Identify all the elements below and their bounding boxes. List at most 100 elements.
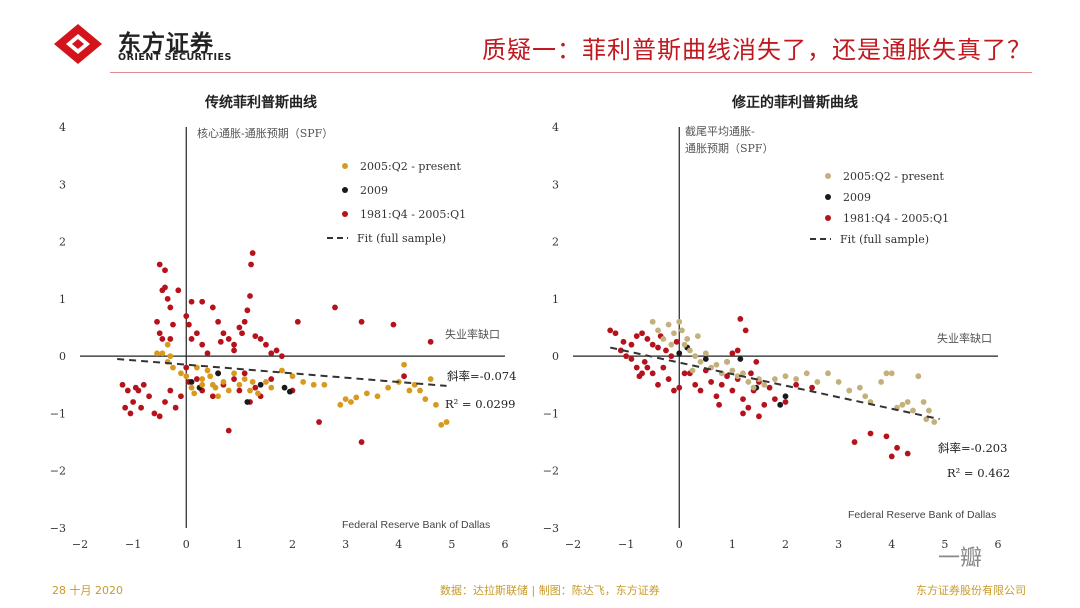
header-divider: [110, 72, 1032, 73]
company-logo: 东方证券 ORIENT SECURITIES: [52, 22, 262, 66]
data-point: [374, 393, 381, 400]
data-point: [671, 330, 677, 337]
footer-source: 数据：达拉斯联储 | 制图：陈达飞，东方证券: [440, 584, 660, 597]
data-point: [681, 370, 688, 377]
data-point: [734, 373, 741, 380]
fit-line: [609, 346, 940, 421]
data-point: [231, 341, 237, 348]
data-point: [663, 347, 669, 354]
data-point: [178, 370, 184, 377]
data-point: [348, 399, 354, 405]
legend-label: 1981:Q4 - 2005:Q1: [360, 208, 466, 221]
data-point: [665, 376, 672, 382]
legend-label: 2005:Q2 - present: [360, 160, 461, 173]
data-point: [931, 419, 938, 425]
data-point: [724, 373, 730, 380]
data-point: [835, 379, 842, 385]
data-point: [766, 384, 773, 391]
data-point: [676, 350, 683, 357]
data-point: [154, 350, 160, 357]
data-point: [406, 387, 413, 394]
data-point: [199, 376, 206, 382]
data-point: [278, 367, 285, 374]
data-point: [716, 401, 722, 408]
footer-date: 28 十月 2020: [52, 584, 123, 597]
data-point: [713, 361, 720, 368]
data-point: [281, 384, 288, 391]
data-point: [241, 370, 248, 377]
logo-emblem-icon: [54, 24, 102, 64]
data-point: [607, 327, 614, 334]
data-point: [620, 338, 627, 345]
data-point: [209, 393, 216, 400]
data-point: [888, 370, 895, 377]
data-point: [803, 370, 810, 377]
data-point: [676, 318, 683, 325]
data-point: [358, 318, 365, 325]
footer-company: 东方证券股份有限公司: [916, 584, 1026, 597]
data-point: [745, 404, 752, 411]
logo-text-cn: 东方证券: [118, 31, 214, 57]
data-point: [920, 399, 927, 405]
data-point: [130, 399, 137, 405]
legend-label: 1981:Q4 - 2005:Q1: [843, 212, 949, 225]
data-point: [247, 293, 253, 299]
data-point: [385, 384, 392, 391]
data-point: [668, 353, 675, 360]
data-point: [209, 304, 216, 311]
data-point: [692, 381, 699, 388]
data-point: [294, 318, 301, 325]
data-point: [718, 381, 725, 388]
data-point: [231, 347, 237, 354]
y-tick-label: 4: [59, 121, 66, 134]
data-point: [668, 341, 675, 348]
data-point: [268, 384, 275, 391]
data-point: [255, 390, 261, 397]
data-point: [697, 358, 704, 365]
data-point: [193, 376, 200, 382]
data-point: [729, 387, 736, 394]
data-point: [724, 358, 730, 365]
data-point: [761, 401, 768, 408]
x-tick-label: 4: [395, 538, 402, 551]
data-point: [433, 401, 439, 408]
data-point: [623, 353, 630, 360]
data-point: [236, 324, 243, 331]
data-point: [401, 373, 407, 380]
data-point: [268, 376, 275, 382]
logo-text-en: ORIENT SECURITIES: [118, 52, 232, 63]
data-point: [673, 338, 680, 345]
data-point: [782, 399, 789, 405]
data-point: [188, 298, 195, 305]
data-point: [904, 399, 911, 405]
data-point: [127, 410, 134, 417]
data-point: [883, 433, 890, 440]
data-point: [263, 341, 269, 348]
slope-annotation: 斜率=-0.074: [447, 369, 516, 383]
data-point: [183, 373, 190, 380]
data-point: [856, 384, 863, 391]
data-point: [777, 401, 784, 408]
data-point: [300, 379, 307, 385]
data-point: [175, 287, 182, 294]
data-point: [225, 427, 232, 434]
data-point: [239, 330, 245, 337]
data-point: [734, 347, 741, 354]
data-point: [191, 390, 198, 397]
data-point: [748, 370, 754, 377]
x-tick-label: −2: [72, 538, 88, 551]
x-tick-label: −1: [125, 538, 141, 551]
data-point: [204, 367, 211, 374]
data-point: [740, 370, 746, 377]
data-point: [167, 387, 174, 394]
y-tick-label: −3: [50, 522, 66, 535]
page-title: 质疑一：菲利普斯曲线消失了，还是通胀失真了？: [482, 36, 1032, 64]
data-point: [793, 376, 800, 382]
data-point: [417, 387, 423, 394]
data-point: [809, 384, 815, 391]
data-point: [156, 261, 163, 268]
y-tick-label: 1: [59, 293, 66, 306]
data-point: [162, 399, 168, 405]
data-point: [443, 419, 450, 425]
data-point: [782, 393, 789, 400]
